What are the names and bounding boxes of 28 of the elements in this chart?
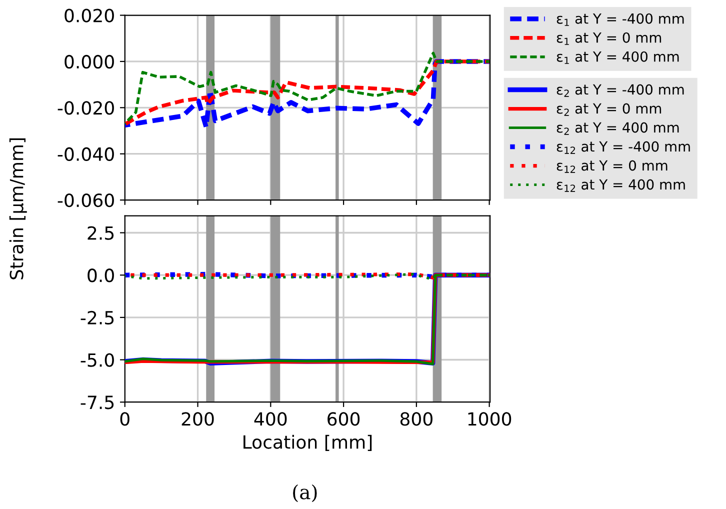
text: ε$_{12}$ at Y = -400 mm [556, 141, 690, 154]
x-tick-label: 600 [328, 412, 360, 426]
y-tick-label: 0.020 [64, 8, 114, 22]
legend-label: ε$_{1}$ at Y = 400 mm [556, 51, 679, 64]
y-tick-label: -0.040 [58, 147, 114, 161]
y-tick-label: -0.020 [58, 101, 114, 115]
text: ε$_{12}$ at Y = 0 mm [556, 160, 668, 173]
text: ε$_{2}$ at Y = -400 mm [556, 84, 684, 97]
y-tick-label: 2.5 [88, 226, 114, 240]
text: ε$_{2}$ at Y = 0 mm [556, 103, 662, 116]
x-tick-label: 1000 [468, 412, 512, 426]
text: ε$_{2}$ at Y = 400 mm [556, 122, 679, 135]
y-tick-label: -7.5 [80, 396, 114, 410]
y-tick-label: 0.000 [64, 54, 114, 69]
y-axis-title: Strain [μm/mm] [9, 138, 27, 280]
text: (a) [293, 484, 317, 502]
y-tick-label: -5.0 [80, 353, 114, 367]
legend-label: ε$_{1}$ at Y = -400 mm [556, 13, 684, 26]
y-tick-label: -0.060 [58, 193, 114, 208]
x-tick-label: 400 [254, 412, 287, 426]
legend-label: ε$_{12}$ at Y = 400 mm [556, 179, 685, 192]
x-tick-label: 200 [182, 412, 214, 426]
x-axis-title: Location [mm] [244, 434, 372, 451]
legend-label: ε$_{1}$ at Y = 0 mm [556, 32, 662, 45]
y-tick-label: 0.0 [88, 268, 114, 282]
x-tick-label: 800 [400, 412, 432, 426]
y-tick-label: -2.5 [80, 310, 114, 325]
x-tick-label: 0 [120, 412, 130, 426]
